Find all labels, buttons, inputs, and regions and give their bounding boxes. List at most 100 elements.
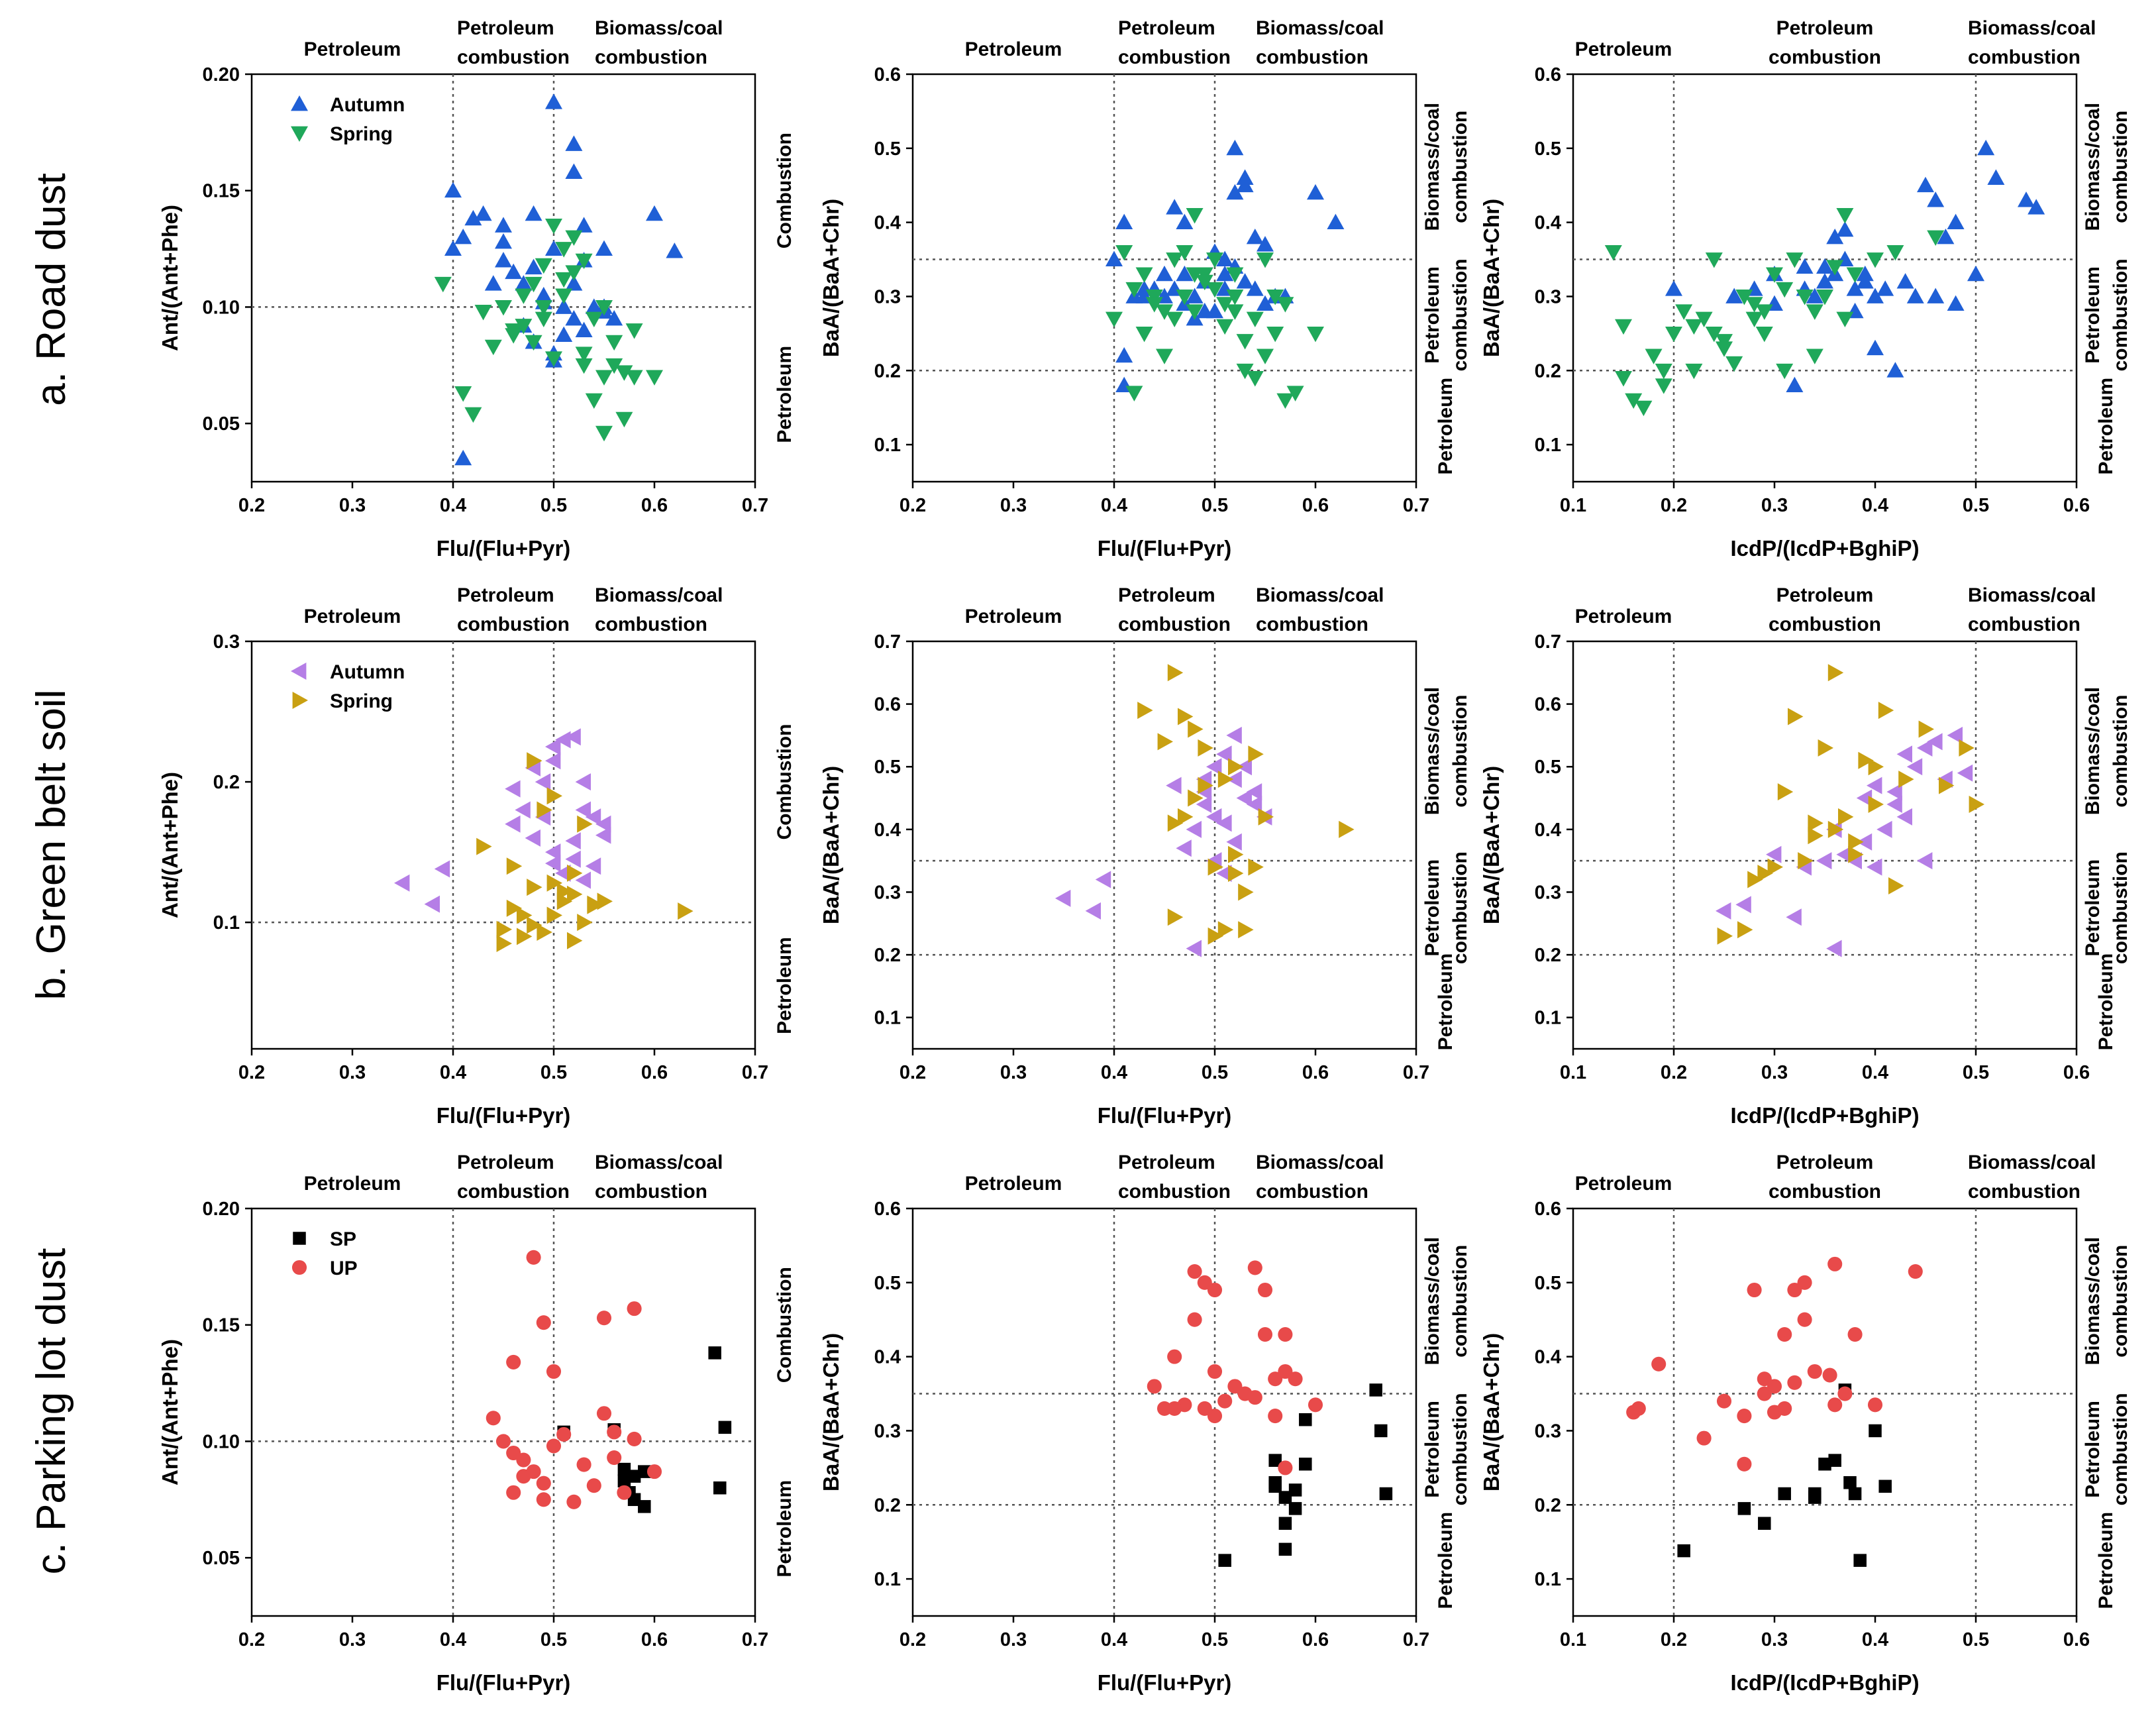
y-axis-title: Ant/(Ant+Phe): [158, 205, 182, 351]
data-point: [1135, 267, 1153, 283]
data-point: [1196, 302, 1213, 319]
data-point: [1757, 1371, 1772, 1387]
data-point: [565, 275, 583, 291]
data-point: [567, 932, 583, 949]
x-tick-label: 0.7: [1403, 1062, 1429, 1083]
x-tick-label: 0.4: [1862, 495, 1888, 516]
data-point: [1798, 852, 1814, 870]
data-point: [595, 300, 613, 316]
scatter-panel: 0.1 0.2 0.3 0.4 0.5 0.6 0.1 0.2 0.3 0.4 0.5 0.6 0.7 I…: [1479, 584, 2131, 1128]
data-point: [1095, 871, 1111, 888]
y-tick-label: 0.5: [1535, 757, 1561, 778]
y-tick-label: 0.1: [1535, 1008, 1561, 1029]
y-tick-label: 0.10: [203, 297, 240, 318]
data-point: [1236, 789, 1252, 807]
data-point: [545, 752, 561, 770]
data-series: [434, 219, 663, 442]
data-point: [1806, 288, 1823, 303]
data-point: [1238, 921, 1254, 939]
x-tick-label: 0.3: [1761, 1062, 1788, 1083]
data-point: [555, 731, 571, 749]
data-point: [1828, 1454, 1841, 1467]
y-tick-label: 0.20: [203, 64, 240, 85]
data-point: [577, 914, 593, 932]
data-point: [1226, 290, 1244, 305]
data-point: [565, 728, 581, 746]
data-point: [1906, 288, 1924, 303]
data-point: [1846, 267, 1864, 283]
data-point: [1135, 326, 1153, 343]
data-series: [1137, 664, 1355, 945]
data-point: [638, 1465, 651, 1478]
y-tick-label: 0.2: [1535, 945, 1561, 966]
y-tick-label: 0.3: [1535, 1421, 1561, 1442]
row-label: b. Green belt soil: [28, 690, 74, 1000]
y-tick-label: 0.6: [874, 64, 901, 85]
data-point: [1187, 1312, 1202, 1327]
data-point: [454, 386, 472, 402]
data-point: [1867, 288, 1884, 303]
region-label: Petroleum: [965, 1173, 1062, 1195]
data-point: [1847, 1327, 1863, 1342]
data-point: [605, 358, 623, 374]
data-point: [1705, 252, 1723, 268]
data-point: [1115, 347, 1133, 363]
data-point: [1696, 1430, 1712, 1446]
data-point: [1827, 664, 1844, 682]
data-point: [585, 298, 603, 314]
x-tick-label: 0.7: [742, 1629, 768, 1650]
data-point: [556, 883, 573, 900]
data-point: [1947, 213, 1965, 230]
data-point: [1716, 1393, 1732, 1409]
data-point: [515, 288, 533, 304]
region-label: Petroleum combustion: [1118, 1152, 1231, 1203]
data-point: [555, 864, 571, 882]
y-tick-label: 0.4: [1535, 213, 1561, 234]
data-point: [1257, 1282, 1273, 1298]
x-axis-title: IcdP/(IcdP+BghiP): [1730, 1670, 1919, 1695]
data-point: [1115, 244, 1133, 261]
region-label: Petroleum combustion: [1421, 258, 1471, 371]
data-point: [1776, 282, 1794, 298]
data-point: [1778, 1487, 1791, 1501]
data-point: [1085, 902, 1101, 920]
data-point: [1822, 1368, 1837, 1383]
data-point: [605, 335, 623, 351]
data-point: [496, 920, 512, 938]
y-tick-label: 0.10: [203, 1431, 240, 1452]
region-label: Petroleum combustion: [2082, 851, 2131, 964]
data-point: [1308, 1397, 1323, 1413]
data-point: [575, 347, 593, 362]
data-point: [546, 1438, 562, 1454]
x-tick-label: 0.5: [1963, 1629, 1989, 1650]
data-point: [1856, 833, 1873, 851]
data-point: [575, 358, 593, 374]
data-point: [495, 233, 512, 249]
data-point: [506, 899, 523, 917]
data-point: [1176, 213, 1194, 230]
data-point: [1246, 783, 1262, 801]
data-point: [1307, 184, 1324, 200]
data-point: [1747, 1282, 1762, 1298]
data-point: [1248, 745, 1264, 763]
data-point: [1167, 814, 1184, 832]
region-label: Biomass/coal combustion: [1256, 1152, 1384, 1203]
y-tick-label: 0.3: [874, 882, 901, 903]
data-point: [1246, 371, 1264, 387]
scatter-panel: 0.1 0.2 0.3 0.4 0.5 0.6 0.1 0.2 0.3 0.4 0.5 0.6 IcdP…: [1479, 17, 2131, 561]
region-label: Petroleum: [2095, 1512, 2117, 1609]
x-tick-label: 0.4: [1101, 495, 1127, 516]
data-point: [1987, 169, 2005, 185]
legend-label: Autumn: [330, 661, 405, 683]
data-point: [1937, 229, 1955, 244]
data-point: [546, 874, 562, 892]
y-tick-label: 0.1: [1535, 1569, 1561, 1590]
data-point: [1055, 889, 1071, 907]
data-point: [1268, 1371, 1283, 1387]
data-point: [1816, 852, 1832, 870]
y-tick-label: 0.1: [874, 435, 901, 456]
data-point: [1226, 833, 1242, 851]
data-point: [545, 738, 561, 756]
x-tick-label: 0.2: [899, 495, 926, 516]
data-point: [1276, 297, 1294, 313]
